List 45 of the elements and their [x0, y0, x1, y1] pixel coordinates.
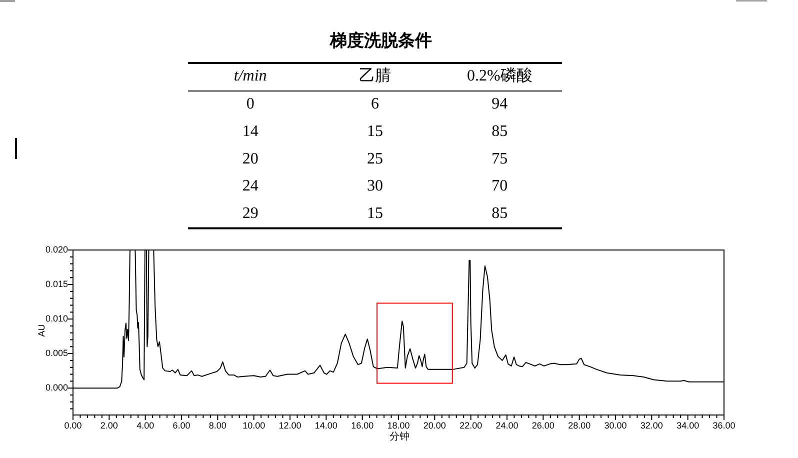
y-tick-label: 0.020 — [45, 244, 68, 254]
text: 15 — [367, 122, 383, 140]
x-tick-label: 18.00 — [387, 420, 410, 430]
x-tick-label: 28.00 — [568, 420, 591, 430]
text: 85 — [492, 204, 508, 222]
category-label: 0.2%磷酸 — [467, 66, 532, 85]
text: 25 — [367, 150, 383, 168]
x-tick-label: 14.00 — [314, 420, 338, 430]
x-tick-label: 22.00 — [460, 420, 482, 430]
x-tick-label: 24.00 — [496, 420, 518, 430]
x-axis-title: 分钟 — [390, 430, 410, 443]
category-label: 乙腈 — [359, 66, 391, 85]
text: 0 — [246, 96, 254, 113]
text: 70 — [492, 178, 508, 195]
text: 85 — [492, 122, 508, 140]
x-tick-label: 34.00 — [676, 420, 700, 430]
text: 30 — [367, 178, 383, 195]
x-tick-label: 36.00 — [712, 420, 736, 430]
text: 14 — [242, 122, 258, 140]
y-tick-label: 0.005 — [45, 348, 68, 358]
text: 29 — [242, 204, 258, 222]
text: 15 — [367, 204, 383, 222]
x-tick-label: 12.00 — [278, 420, 302, 430]
text: 20 — [242, 150, 258, 168]
x-tick-label: 20.00 — [423, 420, 446, 430]
x-tick-label: 32.00 — [640, 420, 663, 430]
x-tick-label: 4.00 — [136, 420, 154, 430]
y-axis-title: AU — [36, 324, 46, 337]
text: 75 — [492, 150, 508, 168]
y-tick-label: 0.015 — [45, 278, 68, 289]
x-tick-label: 10.00 — [242, 420, 266, 430]
x-tick-label: 30.00 — [604, 420, 627, 430]
text: 6 — [371, 96, 379, 113]
y-tick-label: 0.000 — [45, 382, 68, 392]
x-tick-label: 16.00 — [351, 420, 374, 430]
text: 梯度洗脱条件 — [329, 30, 432, 50]
text: 94 — [492, 96, 508, 113]
category-label: t/min — [234, 68, 267, 85]
x-tick-label: 8.00 — [208, 420, 226, 430]
y-tick-label: 0.010 — [45, 313, 68, 324]
x-tick-label: 6.00 — [172, 420, 190, 430]
text: 24 — [242, 178, 258, 195]
x-tick-label: 2.00 — [100, 420, 118, 430]
x-tick-label: 26.00 — [532, 420, 554, 430]
x-tick-label: 0.00 — [64, 420, 82, 430]
